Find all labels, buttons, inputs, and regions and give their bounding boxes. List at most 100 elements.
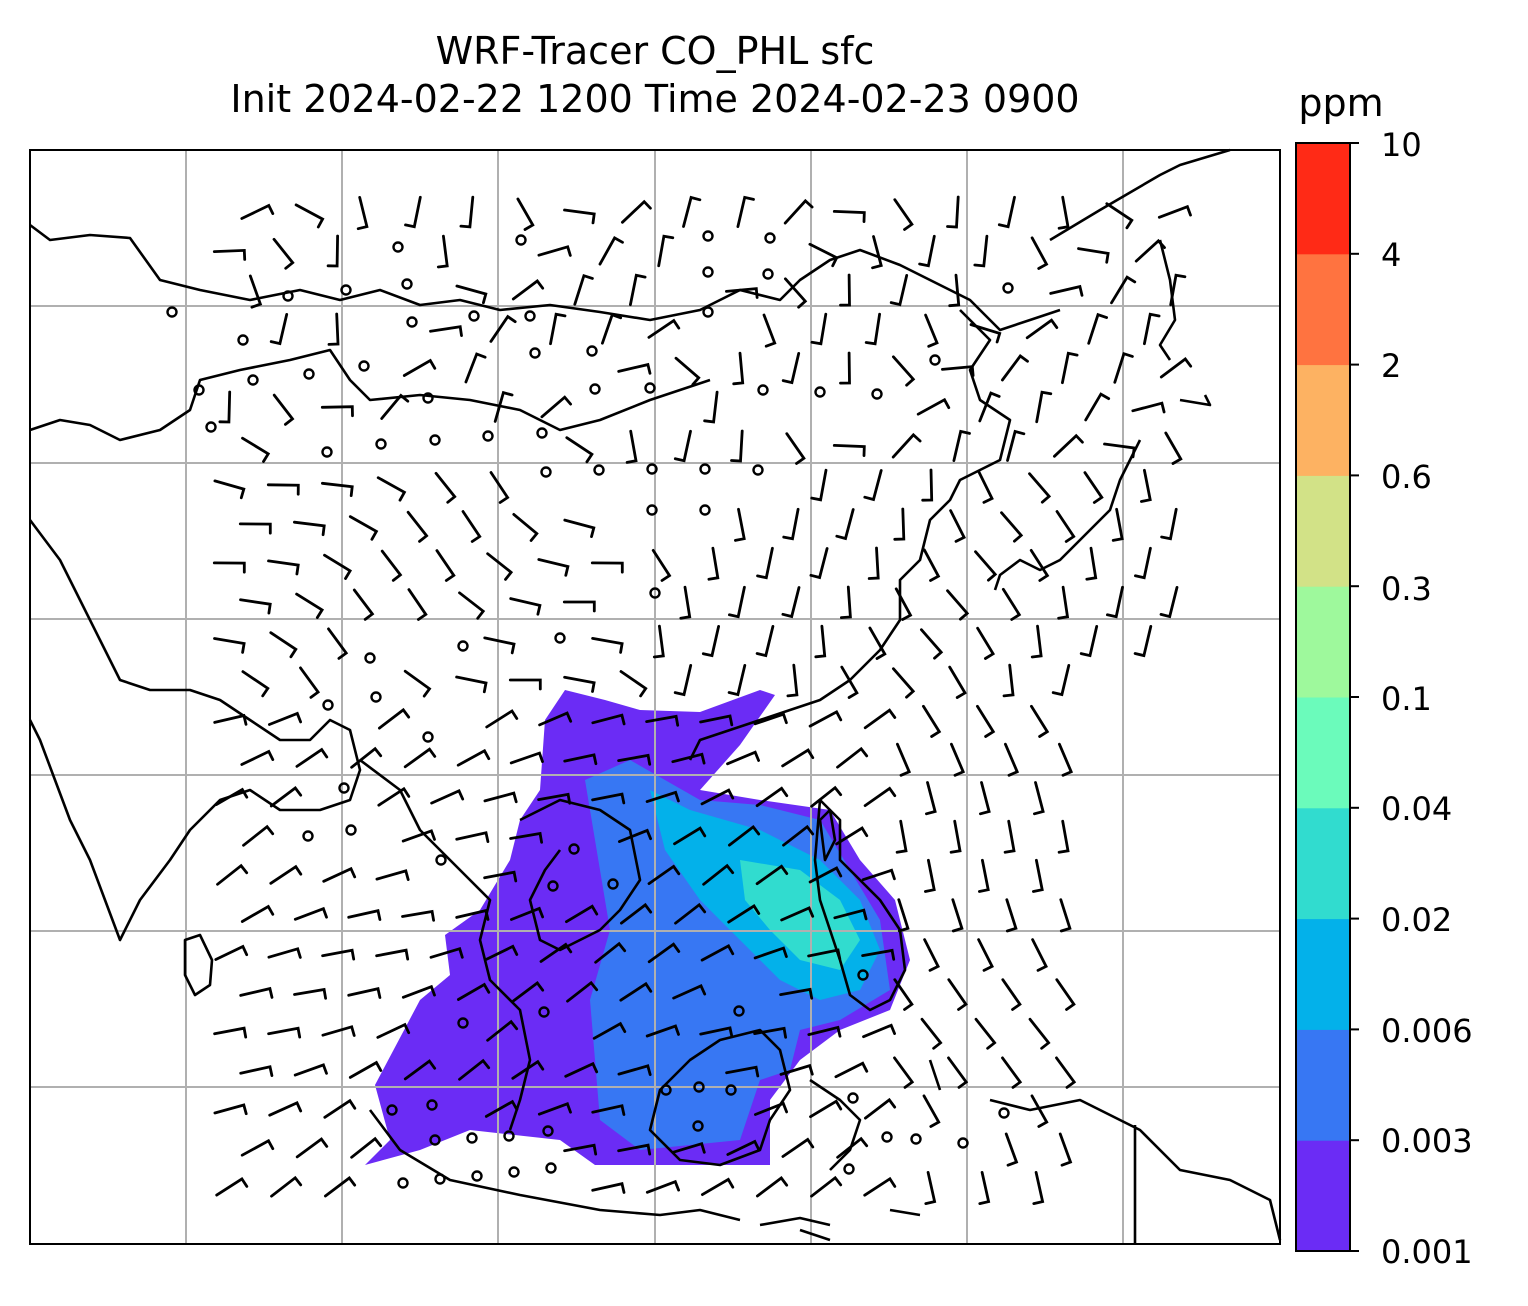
wind-barb — [950, 742, 966, 777]
wind-barb — [861, 868, 896, 882]
wind-barb — [835, 508, 855, 541]
wind-barb — [840, 585, 852, 619]
wind-barb — [537, 792, 572, 805]
wind-barb — [892, 667, 916, 699]
wind-barb — [403, 747, 437, 769]
wind-barb — [455, 908, 490, 921]
wind-barb — [997, 195, 1016, 229]
wind-barb — [1004, 742, 1020, 777]
wind-barb — [617, 1143, 652, 1156]
wind-barb — [464, 352, 487, 384]
wind-barb — [647, 864, 681, 885]
title-line-2: Init 2024-02-22 1200 Time 2024-02-23 090… — [230, 77, 1080, 121]
wind-barb — [782, 507, 800, 541]
wind-barb — [564, 1061, 599, 1078]
wind-barb — [486, 1019, 519, 1042]
colorbar-tick-label: 10 — [1381, 126, 1422, 164]
colorbar-band — [1296, 918, 1350, 1030]
wind-barb — [918, 234, 936, 268]
wind-barb — [406, 510, 429, 543]
wind-barb — [601, 313, 623, 345]
wind-barb — [272, 237, 295, 270]
wind-barb — [892, 355, 916, 387]
wind-barb — [949, 509, 966, 543]
wind-barb — [591, 1182, 626, 1194]
wind-barb — [889, 274, 909, 307]
wind-barb — [862, 1023, 896, 1039]
wind-barb — [1157, 204, 1192, 219]
wind-barb — [618, 828, 652, 843]
wind-barb — [269, 631, 298, 659]
wind-barb — [320, 405, 354, 418]
wind-barb — [647, 318, 681, 339]
wind-barb — [863, 708, 897, 730]
wind-barb — [350, 1136, 383, 1159]
wind-barb — [786, 663, 799, 698]
wind-barb — [326, 234, 339, 268]
wind-barb — [537, 1102, 572, 1116]
wind-barb — [1002, 663, 1015, 698]
colorbar-band — [1296, 1140, 1350, 1252]
wind-barb — [699, 714, 734, 727]
wind-barb — [1000, 511, 1024, 543]
colorbar-tick-label: 0.006 — [1381, 1012, 1473, 1050]
wind-barb — [923, 938, 940, 972]
wind-barb — [540, 395, 572, 419]
wind-barb — [295, 747, 329, 768]
wind-barb — [268, 711, 302, 726]
wind-barb — [835, 826, 869, 846]
wind-barb — [969, 323, 1002, 344]
coastline-sulawesi-newguinea — [809, 1059, 1282, 1244]
wind-barb — [673, 826, 707, 846]
wind-barb — [891, 432, 922, 459]
wind-barb — [1105, 202, 1134, 230]
wind-barb — [976, 704, 996, 738]
wind-barb — [753, 712, 788, 726]
wind-barb — [781, 1137, 815, 1158]
wind-barb — [946, 589, 970, 621]
coastline-borneo — [648, 1028, 792, 1167]
wind-barb — [1030, 236, 1049, 270]
wind-barb — [239, 986, 274, 999]
wind-barb — [832, 444, 866, 457]
wind-barb — [893, 1056, 915, 1089]
wind-barb — [976, 626, 996, 660]
wind-barb — [356, 196, 369, 231]
wind-barb — [977, 470, 994, 504]
wind-barb — [978, 1171, 991, 1205]
wind-barb — [863, 469, 883, 502]
map-frame — [29, 149, 1281, 1245]
wind-barb — [839, 351, 851, 385]
wind-barb — [293, 1063, 328, 1077]
wind-barb — [781, 352, 801, 385]
wind-barb — [591, 637, 624, 654]
wind-barb — [779, 1063, 814, 1076]
wind-barb — [728, 585, 746, 619]
colorbar-band — [1296, 143, 1350, 255]
wind-barb — [1084, 392, 1111, 422]
colorbar — [1295, 142, 1359, 1252]
coastline-korea-japan — [993, 148, 1231, 591]
wind-barb — [645, 790, 680, 803]
wind-barb — [214, 944, 249, 961]
wind-barb — [376, 476, 407, 502]
wind-barb — [673, 664, 693, 697]
wind-barb — [702, 863, 735, 886]
wind-barb — [1085, 546, 1098, 581]
wind-barb — [509, 597, 542, 616]
wind-barb — [728, 824, 761, 847]
colorbar-tick-label: 0.003 — [1381, 1122, 1473, 1160]
wind-barb — [617, 753, 652, 766]
wind-barb — [516, 197, 535, 231]
wind-barb — [894, 587, 913, 621]
wind-barb — [1160, 507, 1178, 541]
colorbar-tick-label: 0.001 — [1381, 1233, 1473, 1271]
wind-barb — [573, 273, 594, 306]
wind-barb — [239, 1065, 274, 1077]
wind-barb — [893, 978, 914, 1011]
coastline-java-sumatra — [368, 1109, 921, 1242]
wind-barb — [807, 948, 842, 961]
wind-barb — [1057, 819, 1070, 854]
wind-barb — [699, 1026, 734, 1039]
wind-barb — [1111, 507, 1124, 542]
